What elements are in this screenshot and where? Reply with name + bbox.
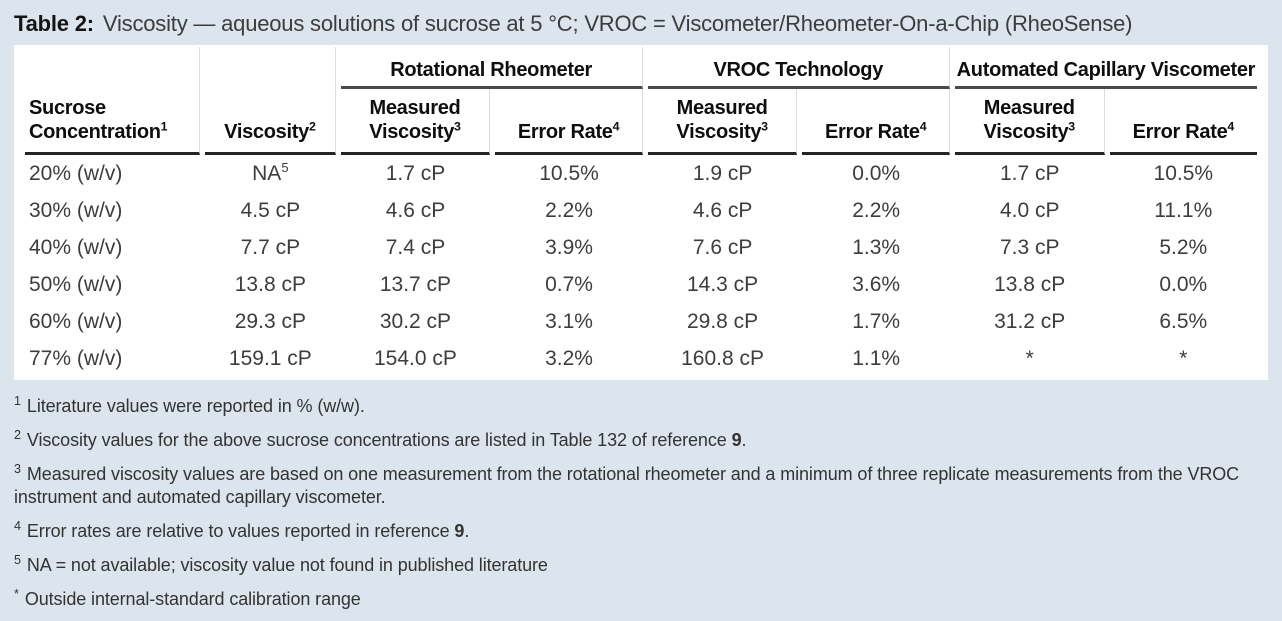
data-cell: 0.0% (1159, 272, 1208, 296)
footnote-text: . (741, 429, 747, 450)
footnote: * Outside internal-standard calibration r… (14, 586, 1264, 611)
table-body: 20% (w/v) NA5 1.7 cP 10.5% 1.9 cP 0.0% 1.7 cP 1… (25, 155, 1257, 377)
data-cell: 1.7% (852, 309, 901, 333)
data-cell: 4.5 cP (240, 198, 301, 222)
data-cell: 13.7 cP (379, 272, 452, 296)
data-cell: 10.5% (1153, 161, 1214, 185)
footnote-text: Error rates are relative to values repor… (26, 520, 455, 541)
footnote-marker: 4 (14, 518, 21, 533)
table-card: Rotational Rheometer VROC Technology Autom… (14, 45, 1268, 380)
footnote-text: Literature values were reported in % (w/… (26, 395, 365, 416)
table-title-text: Viscosity — aqueous solutions of sucrose… (102, 11, 1133, 36)
table-row: 40% (w/v) 7.7 cP 7.4 cP 3.9% 7.6 cP 1.3% 7.3 c… (25, 229, 1257, 266)
data-cell: 159.1 cP (228, 346, 312, 370)
footnote-marker: 1 (14, 393, 21, 408)
footnote-text: Viscosity values for the above sucrose c… (26, 429, 732, 450)
footnote-marker: * (14, 586, 19, 601)
data-cell: 1.7 cP (999, 161, 1060, 185)
column-header: Sucrose Concentration1 (25, 89, 201, 155)
table-row: 20% (w/v) NA5 1.7 cP 10.5% 1.9 cP 0.0% 1.7 cP 1… (25, 155, 1257, 192)
data-cell: 1.1% (852, 346, 901, 370)
footnote-marker: 5 (14, 552, 21, 567)
data-cell: 5.2% (1159, 235, 1208, 259)
data-cell: 6.5% (1159, 309, 1208, 333)
data-cell: 10.5% (539, 161, 599, 185)
data-cell: 29.8 cP (686, 309, 759, 333)
data-cell: 13.8 cP (994, 272, 1066, 296)
data-cell: 77% (w/v) (29, 346, 123, 370)
data-cell: 31.2 cP (994, 309, 1066, 333)
footnotes: 1 Literature values were reported in % (w… (0, 380, 1282, 611)
data-cell: 20% (w/v) (29, 161, 123, 185)
footnote: 3 Measured viscosity values are based on … (14, 461, 1264, 509)
footnote: 4 Error rates are relative to values repo… (14, 518, 1264, 543)
footnote-marker: 3 (14, 461, 21, 476)
footnote: 1 Literature values were reported in % (w… (14, 393, 1264, 418)
data-cell: 7.3 cP (999, 235, 1060, 259)
data-cell: 2.2% (545, 198, 593, 222)
column-header: Viscosity2 (205, 89, 336, 155)
column-header: Error Rate4 (495, 89, 643, 155)
viscosity-table: Rotational Rheometer VROC Technology Autom… (20, 47, 1262, 377)
data-cell: * (1025, 346, 1034, 370)
data-cell: 1.7 cP (385, 161, 446, 185)
group-header: Automated Capillary Viscometer (954, 47, 1257, 89)
group-header: VROC Technology (647, 47, 950, 89)
table-row: 60% (w/v) 29.3 cP 30.2 cP 3.1% 29.8 cP 1.7% 31… (25, 303, 1257, 340)
data-cell: 7.7 cP (240, 235, 301, 259)
data-cell: 11.1% (1154, 198, 1213, 222)
data-cell: 0.7% (545, 272, 593, 296)
data-cell: 3.6% (852, 272, 901, 296)
data-cell: 4.0 cP (999, 198, 1060, 222)
data-cell: 154.0 cP (374, 346, 457, 370)
footnote-text: 9 (454, 520, 465, 541)
data-cell: 30% (w/v) (29, 198, 123, 222)
column-header: Measured Viscosity3 (340, 89, 491, 155)
data-cell: 7.6 cP (692, 235, 753, 259)
data-cell: 3.2% (545, 346, 593, 370)
table-head: Rotational Rheometer VROC Technology Autom… (25, 47, 1257, 155)
data-cell: * (1179, 346, 1188, 370)
footnote-text: . (464, 520, 470, 541)
data-cell: 30.2 cP (379, 309, 452, 333)
data-cell: 40% (w/v) (29, 235, 123, 259)
data-cell: 29.3 cP (234, 309, 306, 333)
data-cell: 3.9% (545, 235, 593, 259)
table-row: 77% (w/v) 159.1 cP 154.0 cP 3.2% 160.8 cP 1.1… (25, 340, 1257, 377)
column-header: Measured Viscosity3 (954, 89, 1105, 155)
data-cell: 1.3% (852, 235, 901, 259)
footnote-text: NA = not available; viscosity value not … (26, 554, 548, 575)
footnote-text: 9 (731, 429, 742, 450)
table-row: 30% (w/v) 4.5 cP 4.6 cP 2.2% 4.6 cP 2.2% 4.0 c… (25, 192, 1257, 229)
data-cell: 3.1% (545, 309, 593, 333)
data-cell: 14.3 cP (686, 272, 759, 296)
table-group-row: Rotational Rheometer VROC Technology Autom… (25, 47, 1257, 89)
footnote-text: Measured viscosity values are based on o… (14, 463, 1240, 507)
table-row: 50% (w/v) 13.8 cP 13.7 cP 0.7% 14.3 cP 3.6% 13… (25, 266, 1257, 303)
table-title-label: Table 2: (14, 11, 94, 36)
data-cell: NA5 (252, 159, 289, 185)
group-spacer (205, 47, 336, 89)
table-header-row: Sucrose Concentration1 Viscosity2 Measured V… (25, 89, 1257, 155)
footnote-text: Outside internal-standard calibration ra… (24, 588, 361, 609)
data-cell: 50% (w/v) (29, 272, 123, 296)
data-cell: 1.9 cP (692, 161, 753, 185)
group-header: Rotational Rheometer (340, 47, 643, 89)
data-cell: 0.0% (852, 161, 901, 185)
data-cell: 60% (w/v) (29, 309, 123, 333)
footnote: 5 NA = not available; viscosity value not… (14, 552, 1264, 577)
column-header: Error Rate4 (1109, 89, 1257, 155)
column-header: Measured Viscosity3 (647, 89, 798, 155)
data-cell: 4.6 cP (692, 198, 753, 222)
group-spacer (25, 47, 201, 89)
column-header: Error Rate4 (802, 89, 950, 155)
data-cell: 13.8 cP (234, 272, 306, 296)
footnote-marker: 2 (14, 427, 21, 442)
data-cell: 160.8 cP (681, 346, 765, 370)
data-cell: 4.6 cP (385, 198, 446, 222)
data-cell: 7.4 cP (385, 235, 446, 259)
data-cell: 2.2% (852, 198, 901, 222)
table-title: Table 2: Viscosity — aqueous solutions of… (0, 0, 1282, 45)
footnote: 2 Viscosity values for the above sucrose … (14, 427, 1264, 452)
